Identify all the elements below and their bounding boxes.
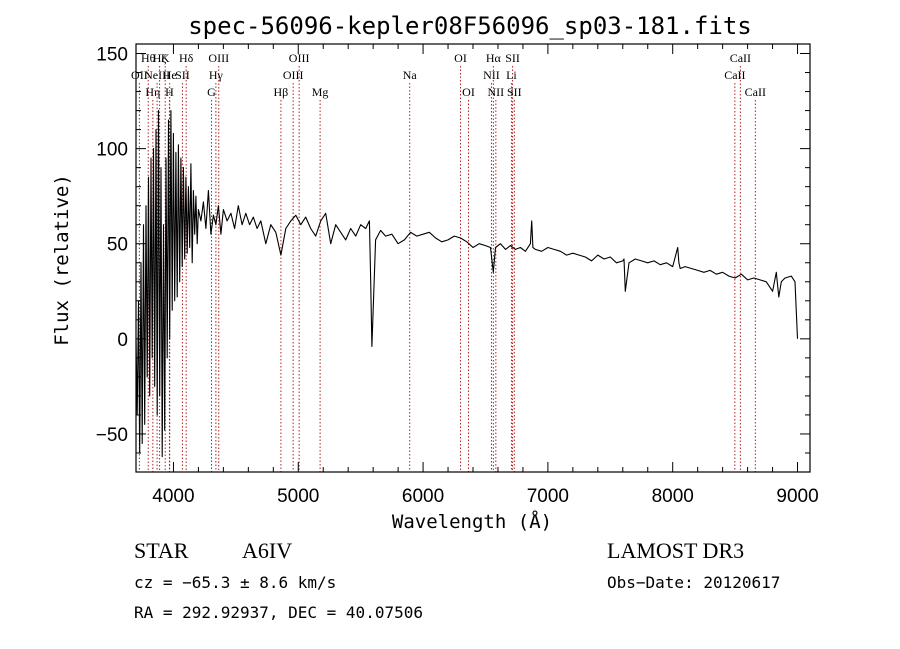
line-label-16: Mg bbox=[312, 85, 329, 99]
observation-date: Obs−Date: 20120617 bbox=[607, 573, 781, 592]
y-axis: −50 0 50 100 150 bbox=[96, 45, 810, 454]
object-class: STAR bbox=[134, 538, 189, 563]
line-label-8: Hδ bbox=[179, 51, 194, 65]
line-label-24: Li bbox=[506, 68, 517, 82]
line-label-13: Hβ bbox=[274, 85, 289, 99]
line-label-17: Na bbox=[403, 68, 418, 82]
line-label-1: Hθ bbox=[141, 51, 156, 65]
line-label-4: Hζ bbox=[153, 51, 167, 65]
line-label-7: H bbox=[165, 85, 174, 99]
x-tick-label: 8000 bbox=[652, 486, 694, 507]
x-tick-label: 7000 bbox=[527, 486, 569, 507]
line-label-19: OI bbox=[462, 85, 475, 99]
plot-frame bbox=[135, 43, 811, 473]
x-tick-label: 5000 bbox=[277, 486, 319, 507]
line-label-9: SII bbox=[175, 68, 190, 82]
line-label-18: OI bbox=[454, 51, 467, 65]
line-label-10: OIII bbox=[208, 51, 229, 65]
spectrum-line bbox=[135, 110, 799, 458]
chart-title: spec-56096-kepler08F56096_sp03-181.fits bbox=[188, 12, 752, 40]
x-axis-label: Wavelength (Å) bbox=[392, 510, 552, 533]
line-label-20: NII bbox=[483, 68, 500, 82]
object-subclass: A6IV bbox=[242, 538, 293, 563]
line-label-26: CaII bbox=[724, 68, 745, 82]
x-axis: 4000 5000 6000 7000 8000 9000 bbox=[152, 44, 819, 507]
line-label-3: NeIII bbox=[144, 68, 170, 82]
line-label-11: Hγ bbox=[209, 68, 224, 82]
y-tick-label: 0 bbox=[117, 330, 128, 351]
x-tick-label: 4000 bbox=[152, 486, 194, 507]
y-axis-label: Flux (relative) bbox=[51, 174, 73, 346]
line-label-25: SII bbox=[507, 85, 522, 99]
line-label-6: K bbox=[161, 51, 170, 65]
line-label-14: OIII bbox=[289, 51, 310, 65]
line-label-5: He bbox=[163, 68, 177, 82]
line-label-21: Hα bbox=[486, 51, 502, 65]
line-label-22: NII bbox=[488, 85, 505, 99]
x-tick-label: 9000 bbox=[776, 486, 818, 507]
line-label-12: G bbox=[207, 85, 216, 99]
line-id-markers: OII Hθ Hη NeIII Hζ He K H Hδ SII OIII Hγ G Hβ OIII OIII… bbox=[131, 51, 766, 472]
line-label-23: SII bbox=[505, 51, 520, 65]
survey-name: LAMOST DR3 bbox=[607, 538, 745, 563]
line-label-27: CaII bbox=[730, 51, 751, 65]
line-label-15: OIII bbox=[283, 68, 304, 82]
redshift-readout: cz = −65.3 ± 8.6 km/s bbox=[134, 573, 337, 592]
y-tick-label: 50 bbox=[107, 235, 128, 256]
y-tick-label: −50 bbox=[96, 425, 128, 446]
line-label-2: Hη bbox=[145, 85, 160, 99]
y-tick-label: 150 bbox=[96, 45, 128, 66]
line-label-0: OII bbox=[131, 68, 148, 82]
y-tick-label: 100 bbox=[96, 140, 128, 161]
spectrum-series bbox=[135, 110, 799, 458]
line-label-28: CaII bbox=[745, 85, 766, 99]
x-tick-label: 6000 bbox=[402, 486, 444, 507]
coordinates: RA = 292.92937, DEC = 40.07506 bbox=[134, 603, 423, 622]
